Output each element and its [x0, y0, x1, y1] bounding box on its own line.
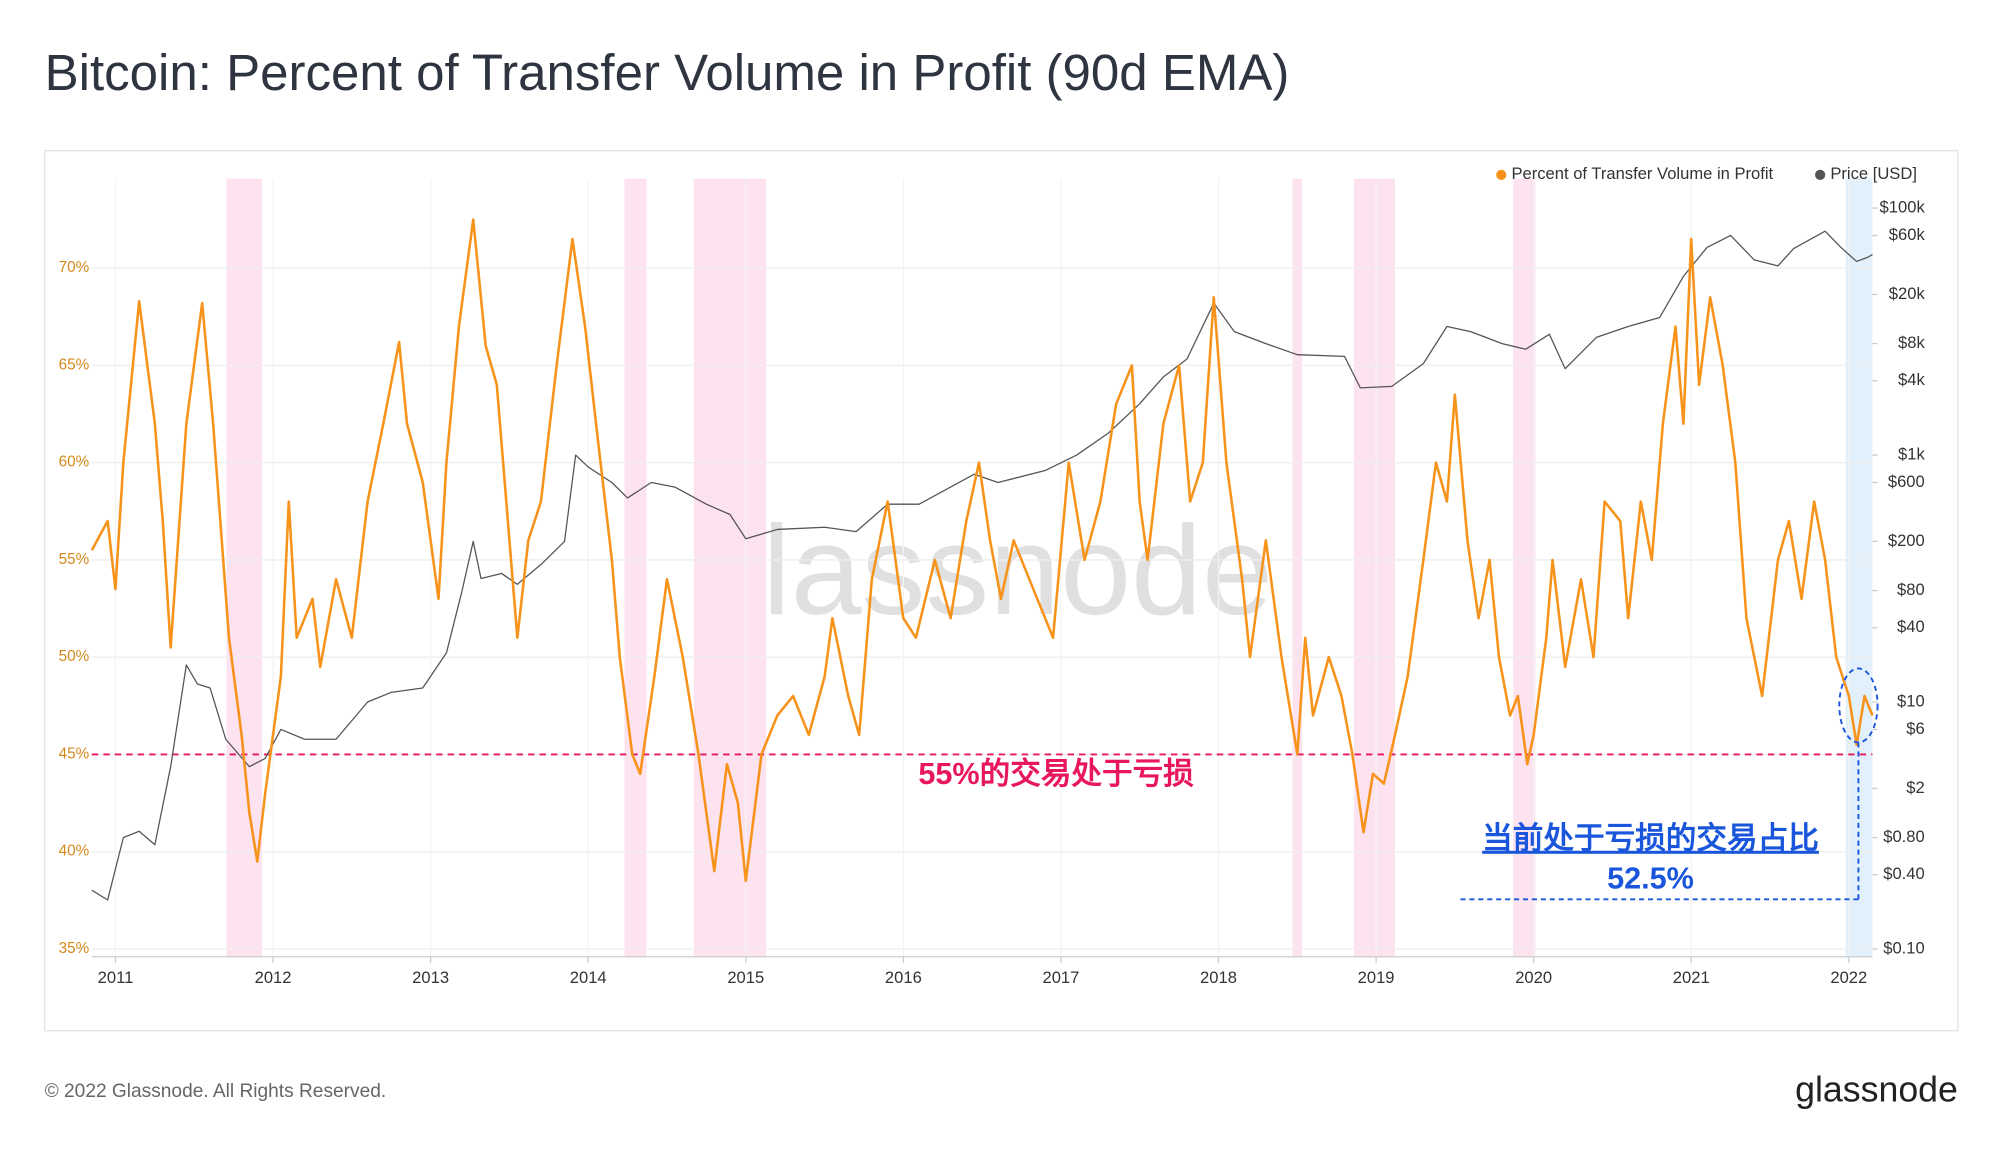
shaded-band: [226, 178, 263, 957]
chart-frame: [44, 149, 1959, 1032]
y2-tick-label: $60k: [1889, 225, 1926, 244]
metric-line: [90, 218, 1874, 883]
x-tick-label: 2012: [255, 968, 292, 987]
x-tick-label: 2021: [1673, 968, 1710, 987]
shaded-band: [1354, 178, 1395, 957]
x-tick-label: 2013: [412, 968, 449, 987]
legend-dot: [1815, 169, 1826, 180]
y-tick-label: 40%: [59, 843, 90, 860]
y-tick-label: 65%: [59, 356, 90, 373]
reference-label: 55%的交易处于亏损: [918, 756, 1194, 791]
y-tick-label: 50%: [59, 648, 90, 665]
y2-tick-label: $40: [1897, 617, 1925, 636]
y2-tick-label: $1k: [1898, 444, 1925, 463]
page-title: Bitcoin: Percent of Transfer Volume in P…: [45, 44, 1290, 101]
x-tick-label: 2022: [1830, 968, 1867, 987]
x-tick-label: 2017: [1042, 968, 1079, 987]
y2-tick-label: $10: [1897, 691, 1925, 710]
copyright: © 2022 Glassnode. All Rights Reserved.: [45, 1081, 387, 1102]
shaded-band: [624, 178, 647, 957]
y2-tick-label: $6: [1906, 719, 1924, 738]
x-tick-label: 2016: [885, 968, 922, 987]
legend-label: Price [USD]: [1830, 164, 1917, 183]
price-line: [91, 230, 1873, 901]
y2-tick-label: $600: [1888, 472, 1925, 491]
watermark: glassnode: [691, 500, 1273, 642]
shaded-band: [693, 178, 767, 957]
y2-tick-label: $100k: [1880, 197, 1926, 216]
y-tick-label: 35%: [59, 940, 90, 957]
x-tick-label: 2011: [98, 968, 134, 987]
logo: glassnode: [1795, 1069, 1958, 1109]
y-tick-label: 55%: [59, 551, 90, 568]
y2-tick-label: $4k: [1898, 370, 1925, 389]
y2-tick-label: $0.80: [1883, 827, 1925, 846]
y2-tick-label: $8k: [1898, 333, 1925, 352]
callout-text: 52.5%: [1607, 861, 1694, 895]
y2-tick-label: $2: [1906, 778, 1924, 797]
shaded-band: [1513, 178, 1536, 957]
y2-tick-label: $20k: [1889, 284, 1926, 303]
y2-tick-label: $0.10: [1883, 938, 1925, 957]
shaded-band: [1292, 178, 1303, 957]
plot: glassnode 35% 40% 45% 50% 55% 60% 65% 70% $0.10 $0…: [59, 164, 1926, 987]
legend-label: Percent of Transfer Volume in Profit: [1511, 164, 1773, 183]
y-tick-label: 60%: [59, 454, 90, 471]
y2-tick-label: $80: [1897, 580, 1925, 599]
x-tick-label: 2014: [570, 968, 607, 987]
y-tick-label: 45%: [59, 745, 90, 762]
x-tick-label: 2019: [1358, 968, 1395, 987]
x-tick-label: 2020: [1515, 968, 1552, 987]
shaded-band: [1845, 178, 1873, 957]
x-tick-label: 2018: [1200, 968, 1237, 987]
y-tick-label: 70%: [59, 259, 90, 276]
y2-tick-label: $0.40: [1883, 864, 1925, 883]
x-tick-label: 2015: [727, 968, 764, 987]
callout-text: 当前处于亏损的交易占比: [1482, 821, 1819, 856]
legend-dot: [1496, 169, 1507, 180]
y2-tick-label: $200: [1888, 531, 1925, 550]
